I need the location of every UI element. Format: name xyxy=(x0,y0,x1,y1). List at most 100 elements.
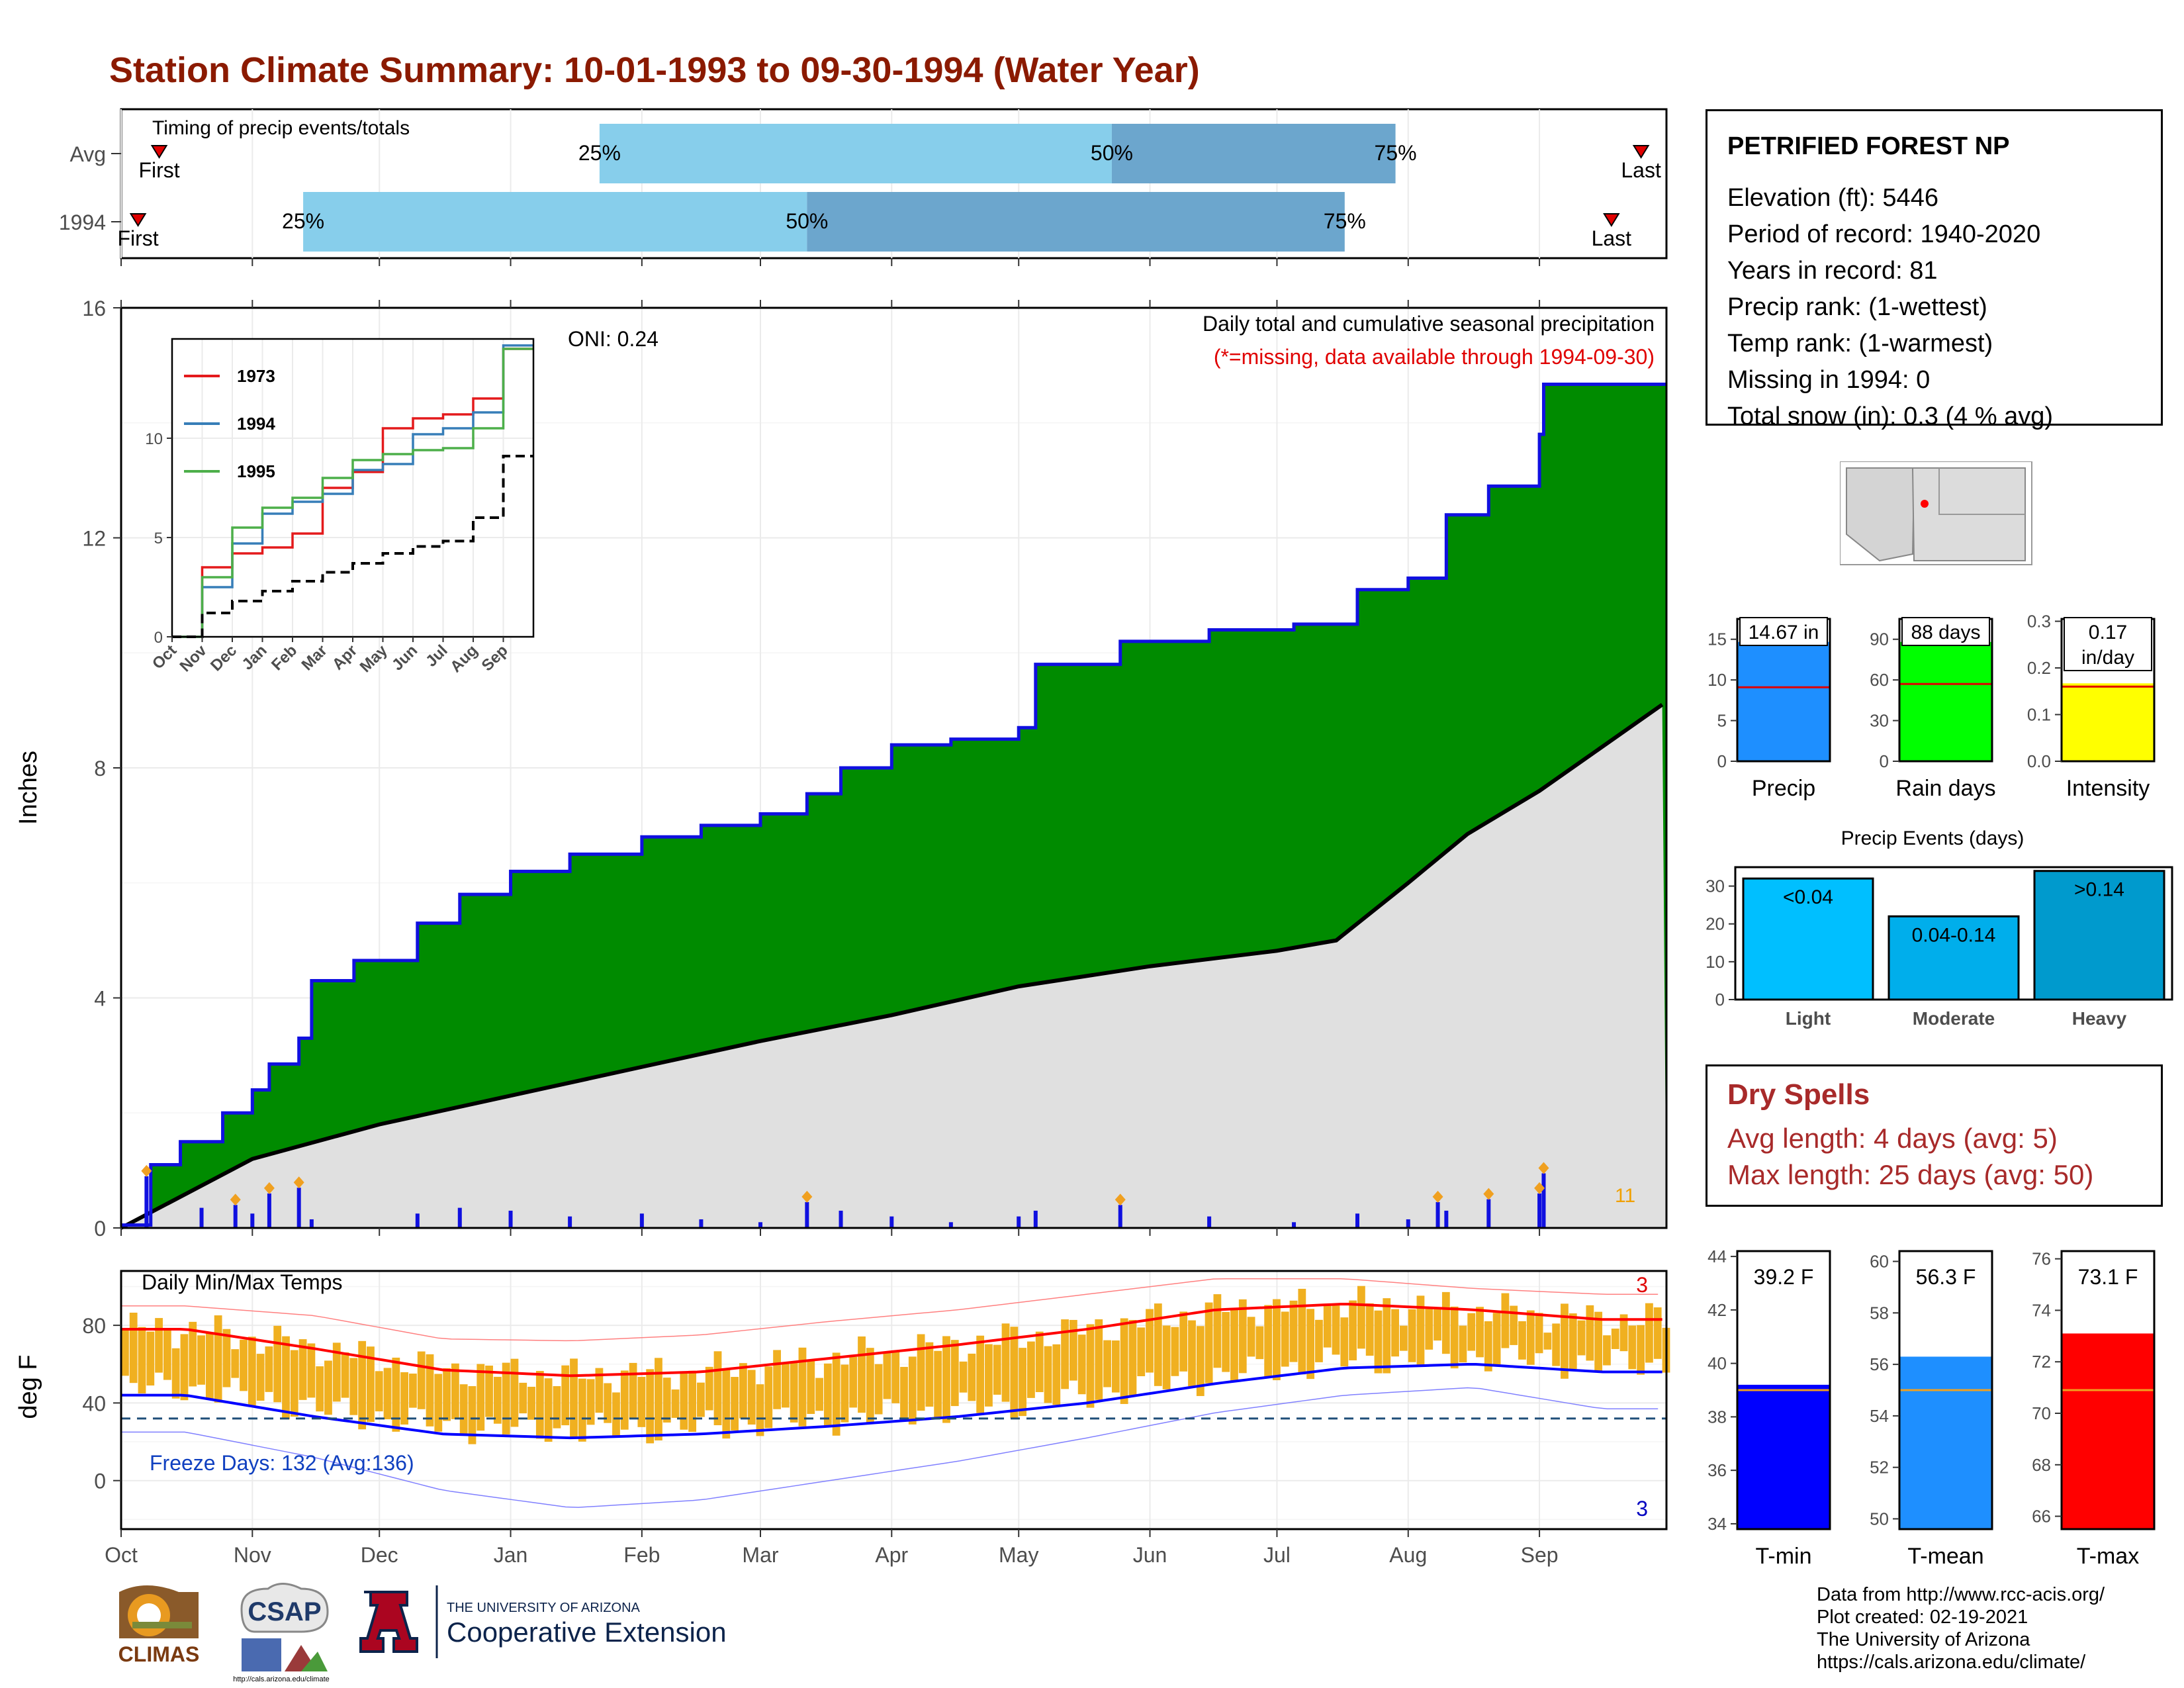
heavy-day-marker xyxy=(230,1194,241,1206)
daily-temp-bar xyxy=(764,1366,773,1429)
summary-temp-label: T-mean xyxy=(1907,1544,1983,1569)
daily-temp-bar xyxy=(1188,1320,1196,1387)
precip-daily-bars xyxy=(141,1162,1549,1228)
daily-temp-bar xyxy=(662,1378,671,1423)
summary-temp-value: 39.2 F xyxy=(1754,1265,1814,1289)
daily-temp-bar xyxy=(908,1356,917,1425)
timing-row-label: Avg xyxy=(69,142,106,166)
daily-temp-bar xyxy=(739,1363,747,1419)
daily-temp-bar xyxy=(163,1329,171,1380)
svg-text:Cooperative Extension: Cooperative Extension xyxy=(447,1617,727,1648)
daily-precip-bar xyxy=(639,1213,644,1228)
daily-temp-bar xyxy=(189,1321,197,1387)
daily-temp-bar xyxy=(722,1368,731,1439)
daily-temp-bar xyxy=(747,1370,756,1425)
timing-label: Timing of precip events/totals xyxy=(152,117,410,139)
daily-temp-bar xyxy=(570,1358,578,1438)
events-bar xyxy=(1888,915,2020,1001)
daily-temp-bar xyxy=(620,1370,629,1430)
first-label: First xyxy=(117,226,158,250)
daily-temp-bar xyxy=(1645,1303,1653,1363)
daily-precip-bar xyxy=(1292,1222,1297,1228)
daily-temp-bar xyxy=(1535,1313,1543,1354)
summary-ytick-label: 0.3 xyxy=(2027,612,2051,632)
daily-temp-bar xyxy=(1450,1306,1459,1369)
daily-precip-bar xyxy=(805,1201,809,1228)
daily-temp-bar xyxy=(502,1362,510,1434)
daily-temp-bar xyxy=(968,1353,976,1401)
summary-precip-bar xyxy=(1737,641,1830,761)
daily-temp-bar xyxy=(586,1379,595,1425)
daily-temp-bar xyxy=(1391,1309,1399,1357)
precip-ytick-label: 16 xyxy=(82,297,106,320)
daily-precip-bar xyxy=(1537,1193,1542,1228)
last-label: Last xyxy=(1592,226,1632,250)
credit-data-source: Data from http://www.rcc-acis.org/ xyxy=(1817,1584,2105,1605)
cumulative-precip-line xyxy=(121,383,1666,1227)
precip-missing-note: (*=missing, data available through 1994-… xyxy=(1214,345,1655,369)
daily-temp-bar xyxy=(1179,1311,1188,1372)
daily-temp-bar xyxy=(993,1344,1001,1395)
daily-temp-bar xyxy=(1264,1305,1273,1377)
precip-ytick-label: 0 xyxy=(94,1217,106,1241)
summary-temp-ytick-label: 66 xyxy=(2032,1507,2051,1526)
temp-summary-bars: 34 36 38 40 42 44 39.2 F T-min 50 52 54 56 58 60 56.3 … xyxy=(1707,1246,2156,1569)
month-label: Jun xyxy=(1133,1543,1167,1567)
inset-ytick-label: 5 xyxy=(154,530,163,547)
daily-temp-bar xyxy=(1476,1307,1484,1358)
daily-temp-bar xyxy=(917,1334,925,1411)
summary-temp-frame xyxy=(1736,1250,1831,1530)
daily-temp-bar xyxy=(1044,1346,1052,1403)
heavy-day-marker xyxy=(1483,1188,1494,1200)
daily-precip-bar xyxy=(1207,1216,1212,1228)
daily-temp-bar xyxy=(519,1382,527,1414)
daily-temp-bar xyxy=(807,1360,815,1414)
daily-temp-bar xyxy=(358,1340,367,1430)
daily-temp-bar xyxy=(443,1368,451,1421)
dry-spells-avg: Avg length: 4 days (avg: 5) xyxy=(1727,1123,2058,1154)
daily-temp-bar xyxy=(1086,1324,1095,1408)
daily-precip-bar xyxy=(1486,1199,1491,1228)
daily-precip-bar xyxy=(839,1210,843,1228)
daily-precip-bar xyxy=(1355,1213,1359,1228)
summary-ytick-label: 0 xyxy=(1717,751,1727,771)
daily-temp-bar xyxy=(629,1362,637,1419)
inset-legend-label: 1973 xyxy=(237,366,275,386)
events-title: Precip Events (days) xyxy=(1841,827,2025,849)
month-label: Oct xyxy=(105,1543,138,1567)
daily-temp-bar xyxy=(697,1382,705,1417)
events-category-label: Heavy xyxy=(2072,1008,2127,1029)
daily-temp-bar xyxy=(646,1369,655,1444)
summary-temp-label: T-max xyxy=(2077,1544,2139,1569)
temp-ytick-label: 40 xyxy=(82,1391,106,1415)
daily-temp-bar xyxy=(231,1349,240,1378)
daily-temp-bar xyxy=(1637,1325,1645,1375)
daily-temp-bar xyxy=(1653,1307,1662,1359)
daily-temp-bar xyxy=(1611,1329,1619,1349)
precip-ytick-label: 4 xyxy=(94,987,106,1011)
summary-value-label: 14.67 in xyxy=(1749,622,1819,643)
daily-precip-bar xyxy=(1406,1219,1410,1228)
station-location-marker xyxy=(1921,500,1929,508)
daily-temp-bar xyxy=(155,1318,163,1373)
daily-temp-bar xyxy=(332,1342,341,1402)
temp-ytick-label: 0 xyxy=(94,1470,106,1493)
daily-temp-bar xyxy=(866,1348,874,1423)
svg-text:THE UNIVERSITY OF ARIZONA: THE UNIVERSITY OF ARIZONA xyxy=(447,1601,641,1615)
daily-temp-bar xyxy=(273,1325,282,1403)
university-of-arizona-logo: THE UNIVERSITY OF ARIZONA Cooperative Ex… xyxy=(359,1585,727,1658)
events-ytick-label: 20 xyxy=(1706,914,1725,934)
daily-temp-bar xyxy=(282,1336,290,1420)
dry-spells-title: Dry Spells xyxy=(1727,1078,1870,1111)
daily-temp-bar xyxy=(1205,1302,1213,1383)
daily-temp-bar xyxy=(316,1366,324,1412)
daily-temp-bar xyxy=(680,1372,688,1430)
daily-temp-bar xyxy=(1543,1333,1552,1350)
daily-temp-bar xyxy=(688,1370,697,1432)
timing-label-75: 75% xyxy=(1324,209,1366,233)
summary-category-label: Rain days xyxy=(1895,776,1995,801)
events-bar-label: <0.04 xyxy=(1783,886,1833,908)
dry-spells-max: Max length: 25 days (avg: 50) xyxy=(1727,1159,2094,1190)
avg-max-line xyxy=(121,1303,1662,1378)
daily-temp-bar xyxy=(976,1335,985,1413)
